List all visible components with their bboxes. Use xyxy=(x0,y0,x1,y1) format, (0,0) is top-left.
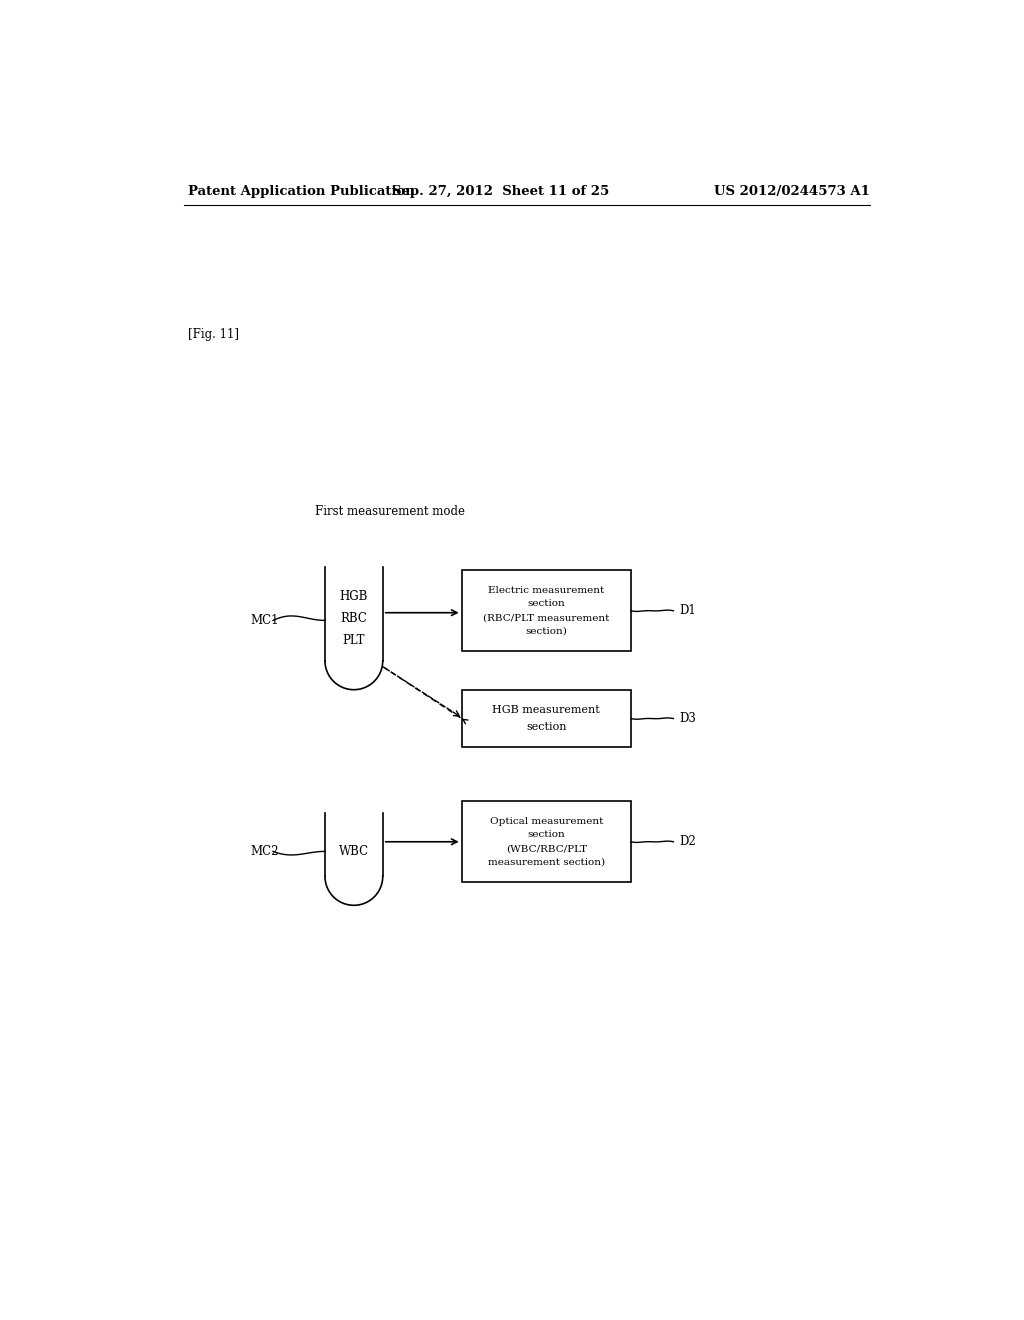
Text: [Fig. 11]: [Fig. 11] xyxy=(188,327,240,341)
Text: section: section xyxy=(526,722,566,731)
Text: (RBC/PLT measurement: (RBC/PLT measurement xyxy=(483,614,609,622)
Bar xyxy=(462,689,631,747)
Text: (WBC/RBC/PLT: (WBC/RBC/PLT xyxy=(506,845,587,853)
Text: section: section xyxy=(527,599,565,609)
Text: Optical measurement: Optical measurement xyxy=(489,817,603,825)
Text: measurement section): measurement section) xyxy=(487,858,605,867)
Text: First measurement mode: First measurement mode xyxy=(315,506,465,517)
Text: MC1: MC1 xyxy=(250,614,279,627)
Text: HGB measurement: HGB measurement xyxy=(493,705,600,715)
Text: section: section xyxy=(527,830,565,840)
Text: PLT: PLT xyxy=(343,634,366,647)
Text: Sep. 27, 2012  Sheet 11 of 25: Sep. 27, 2012 Sheet 11 of 25 xyxy=(391,185,609,198)
Text: Electric measurement: Electric measurement xyxy=(488,586,604,594)
Text: D1: D1 xyxy=(680,605,696,618)
Text: HGB: HGB xyxy=(340,590,368,602)
Text: WBC: WBC xyxy=(339,845,369,858)
Text: RBC: RBC xyxy=(340,611,368,624)
Text: D2: D2 xyxy=(680,836,696,849)
Bar xyxy=(462,801,631,882)
Text: US 2012/0244573 A1: US 2012/0244573 A1 xyxy=(714,185,869,198)
Bar xyxy=(462,570,631,651)
Text: MC2: MC2 xyxy=(250,845,279,858)
Text: section): section) xyxy=(525,627,567,636)
Text: Patent Application Publication: Patent Application Publication xyxy=(188,185,415,198)
Text: D3: D3 xyxy=(680,711,696,725)
